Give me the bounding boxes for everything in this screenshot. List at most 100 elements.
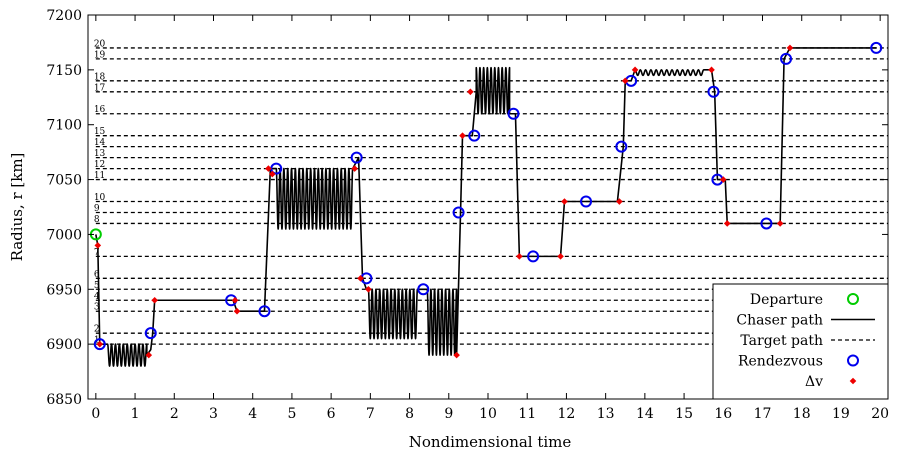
delta-v-marker (723, 220, 731, 227)
delta-v-marker (233, 307, 241, 315)
rendezvous-marker (870, 41, 883, 54)
x-tick-label: 2 (170, 406, 179, 422)
rendezvous-marker (452, 206, 465, 219)
x-tick-label: 13 (597, 406, 615, 422)
delta-v-marker (357, 275, 364, 282)
chaser-path-layer (95, 47, 877, 367)
rendezvous-marker (507, 107, 520, 120)
rendezvous-marker (468, 129, 481, 142)
x-tick-label: 12 (558, 406, 576, 422)
target-path-label: 4 (94, 292, 100, 302)
delta-v-marker (269, 170, 276, 178)
y-tick-label: 7050 (46, 173, 82, 189)
delta-v-marker (145, 351, 153, 359)
delta-v-marker (621, 77, 629, 85)
x-tick-label: 15 (675, 406, 693, 422)
rendezvous-marker (350, 151, 363, 164)
legend-label: Chaser path (736, 313, 823, 329)
x-tick-label: 14 (636, 406, 654, 422)
delta-v-marker (776, 220, 784, 227)
rendezvous-marker (417, 283, 430, 296)
rendezvous-marker (93, 338, 106, 351)
rendezvous-marker (760, 217, 773, 230)
legend-label: Δv (805, 374, 823, 390)
delta-v-marker (561, 198, 568, 205)
delta-v-marker (516, 253, 523, 260)
target-path-label: 12 (94, 160, 105, 170)
target-path-label: 15 (94, 127, 106, 137)
delta-v-marker (94, 242, 102, 249)
y-tick-label: 7150 (46, 63, 82, 79)
y-tick-label: 6900 (46, 337, 82, 353)
delta-v-marker (616, 198, 623, 205)
legend-circle-swatch (847, 293, 859, 305)
rendezvous-marker (780, 52, 793, 65)
delta-v-marker (631, 66, 639, 74)
y-axis: 6850 6900 6950 7000 7050 7100 7150 7200 (46, 8, 888, 408)
delta-v-marker (557, 253, 564, 260)
chaser-path (95, 47, 877, 367)
x-tick-label: 0 (91, 406, 100, 422)
delta-v-marker (365, 285, 372, 293)
x-tick-label: 7 (366, 406, 375, 422)
x-tick-label: 17 (754, 406, 772, 422)
target-path-label: 18 (94, 72, 106, 82)
y-tick-label: 7200 (46, 8, 82, 24)
x-tick-label: 11 (518, 406, 536, 422)
legend-box (712, 283, 889, 400)
rendezvous-marker (615, 140, 628, 153)
delta-v-marker (459, 132, 466, 139)
y-tick-label: 6850 (46, 392, 82, 408)
delta-v-marker (151, 296, 158, 304)
x-tick-label: 19 (832, 406, 850, 422)
x-tick-label: 9 (444, 406, 453, 422)
y-tick-label: 7000 (46, 227, 82, 243)
x-axis-title: Nondimensional time (409, 433, 572, 451)
legend: Departure Chaser path Target path Rendezvou… (712, 283, 889, 400)
legend-circle-swatch (847, 354, 859, 367)
target-path-label: 8 (94, 215, 100, 225)
x-axis: 0 1 2 3 4 5 6 7 8 9 10 11 12 13 14 15 16 17 18 19 20 (91, 15, 889, 422)
target-path-label: 5 (94, 281, 100, 291)
y-tick-label: 6950 (46, 282, 82, 298)
rendezvous-marker (527, 250, 540, 263)
x-tick-label: 3 (209, 406, 218, 422)
x-tick-label: 10 (479, 406, 497, 422)
x-tick-label: 16 (714, 406, 732, 422)
delta-v-marker (265, 165, 272, 172)
delta-v-marker (467, 88, 474, 96)
target-path-label: 3 (94, 303, 100, 313)
target-path-label: 10 (94, 193, 106, 203)
delta-v-marker (453, 351, 460, 359)
delta-v-marker (96, 340, 104, 348)
legend-label: Rendezvous (738, 354, 823, 370)
x-tick-label: 20 (871, 406, 889, 422)
delta-v-marker (786, 44, 794, 52)
x-tick-label: 8 (405, 406, 414, 422)
rendezvous-marker (258, 305, 271, 318)
target-path-label: 9 (94, 204, 100, 214)
legend-diamond-swatch (849, 377, 857, 385)
rendezvous-marker (580, 195, 593, 208)
target-path-label: 17 (94, 83, 106, 93)
target-path-label: 19 (94, 50, 106, 60)
delta-v-marker (708, 66, 715, 74)
target-path-label: 7 (94, 248, 100, 258)
y-tick-label: 7100 (46, 118, 82, 134)
target-path-label: 11 (94, 171, 105, 181)
y-axis-title: Radius, r [km] (8, 153, 26, 262)
legend-label: Target path (740, 333, 823, 349)
target-path-label: 13 (94, 149, 106, 159)
target-path-label: 20 (94, 39, 106, 49)
x-tick-label: 18 (793, 406, 811, 422)
marker-layer (89, 41, 883, 359)
rendezvous-marker (144, 327, 157, 340)
legend-label: Departure (750, 292, 823, 308)
target-path-label: 16 (94, 105, 106, 115)
rendezvous-marker (707, 85, 720, 98)
x-tick-label: 6 (327, 406, 336, 422)
delta-v-marker (231, 296, 239, 304)
x-tick-label: 5 (287, 406, 296, 422)
delta-v-marker (719, 176, 727, 183)
